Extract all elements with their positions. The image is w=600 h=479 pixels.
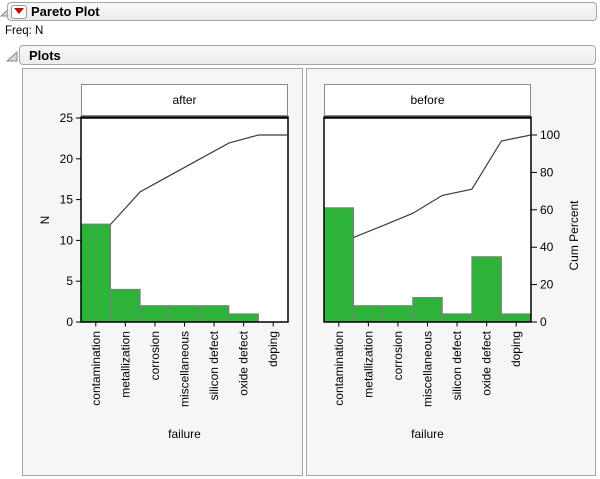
category-label-contamination: contamination (89, 331, 103, 406)
n-axis-tick-label: 20 (60, 152, 74, 166)
category-label-silicon-defect: silicon defect (450, 330, 464, 400)
pct-axis-tick-label: 0 (540, 315, 547, 329)
panel-title-label: after (172, 93, 196, 107)
pct-axis-tick-label: 100 (540, 128, 560, 142)
bar-silicon-defect[interactable] (441, 313, 473, 323)
bar-oxide-defect[interactable] (228, 313, 259, 323)
category-label-metallization: metallization (118, 331, 132, 398)
cum-percent-line (353, 134, 532, 239)
category-label-miscellaneous: miscellaneous (421, 331, 435, 407)
red-triangle-menu-icon[interactable] (11, 4, 27, 19)
category-label-silicon-defect: silicon defect (207, 330, 221, 400)
y-axis-title-cum-percent: Cum Percent (567, 200, 581, 271)
page-title: Pareto Plot (31, 4, 100, 19)
pct-axis-tick-label: 80 (540, 165, 554, 179)
category-label-doping: doping (266, 331, 280, 367)
x-axis-title-failure: failure (411, 427, 444, 441)
plot-panel-before: before 0 20 40 60 80 100 Cum Percent contaminati… (306, 68, 596, 476)
bar-doping[interactable] (500, 313, 532, 323)
bar-silicon-defect[interactable] (198, 305, 230, 323)
n-axis-tick-label: 0 (66, 315, 73, 329)
n-axis-tick-label: 5 (66, 274, 73, 288)
category-label-contamination: contamination (332, 331, 346, 406)
category-label-corrosion: corrosion (391, 331, 405, 380)
x-axis-title-failure: failure (168, 427, 201, 441)
n-axis-tick-label: 15 (60, 193, 74, 207)
pareto-chart-before: before 0 20 40 60 80 100 Cum Percent contaminati… (323, 84, 581, 441)
category-label-doping: doping (509, 331, 523, 367)
plots-section-title: Plots (29, 47, 61, 63)
freq-label: Freq: N (5, 25, 44, 37)
bar-contamination[interactable] (323, 207, 355, 323)
pct-axis-tick-label: 60 (540, 203, 554, 217)
panel-title-box (81, 84, 288, 116)
category-label-corrosion: corrosion (148, 331, 162, 380)
panel-title-label: before (410, 93, 444, 107)
n-axis-tick-label: 10 (60, 233, 74, 247)
n-axis-tick-label: 25 (60, 111, 74, 125)
bar-metallization[interactable] (110, 288, 141, 323)
bar-contamination[interactable] (80, 223, 112, 323)
bar-miscellaneous[interactable] (412, 297, 443, 323)
disclosure-triangle-plots[interactable] (5, 49, 18, 62)
outline-header-pareto-plot[interactable]: Pareto Plot (7, 2, 597, 21)
cum-percent-line (110, 134, 288, 225)
category-label-oxide-defect: oxide defect (480, 330, 494, 395)
pct-axis-tick-label: 20 (540, 278, 554, 292)
pct-axis-tick-label: 40 (540, 240, 554, 254)
outline-header-plots[interactable]: Plots (19, 45, 596, 65)
category-label-miscellaneous: miscellaneous (178, 331, 192, 407)
bar-miscellaneous[interactable] (169, 305, 200, 323)
y-axis-title-n: N (38, 216, 52, 225)
category-label-metallization: metallization (361, 331, 375, 398)
bar-oxide-defect[interactable] (471, 256, 502, 323)
category-label-oxide-defect: oxide defect (237, 330, 251, 395)
bar-corrosion[interactable] (139, 305, 171, 323)
panel-title-box (324, 84, 531, 116)
bar-metallization[interactable] (353, 305, 384, 323)
bar-corrosion[interactable] (382, 305, 414, 323)
